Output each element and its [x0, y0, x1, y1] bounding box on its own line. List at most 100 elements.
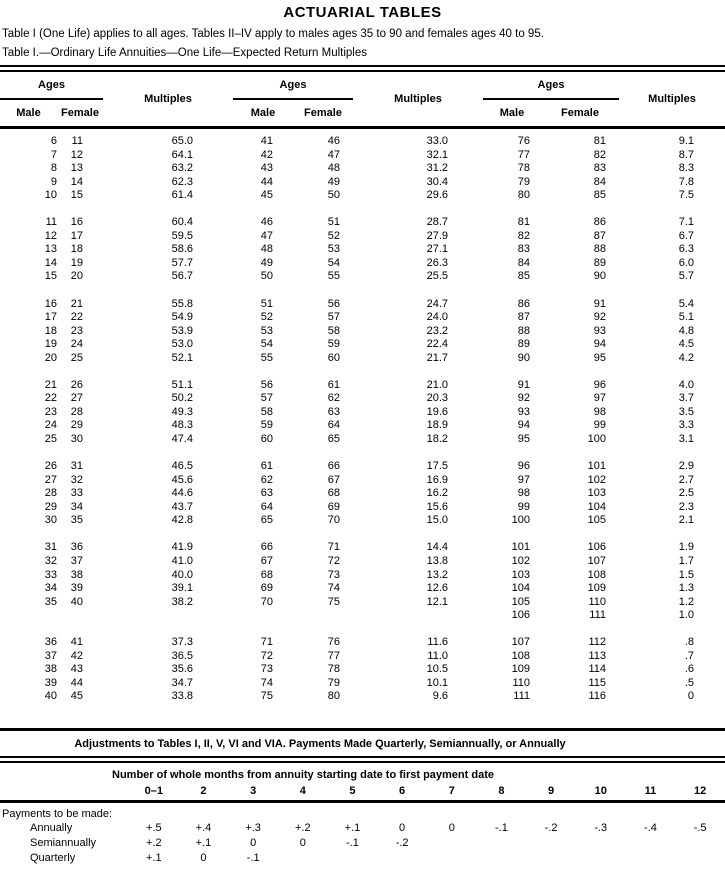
cell: 60.4: [171, 216, 193, 229]
table-row: 11 16 60.4 46 51 28.7 81 86 7.1: [0, 216, 725, 230]
cell: 19.6: [426, 405, 448, 418]
cell: 64.1: [171, 148, 193, 161]
cell: 58: [327, 324, 340, 337]
adjustment-value-cell: [328, 851, 378, 866]
cell: 44.6: [171, 487, 193, 500]
cell: 58: [260, 405, 273, 418]
cell: 18: [44, 324, 57, 337]
adjustment-row: Annually +.5 +.4 +.3 +.2 +.1 0 0 -.1 -.2 -.3 -.4 -.5: [0, 821, 725, 836]
cell: 1.9: [678, 541, 694, 554]
ages-header: Ages: [233, 72, 353, 100]
cell: 97: [593, 392, 606, 405]
cell: 77: [327, 649, 340, 662]
cell: 52.1: [171, 351, 193, 364]
cell: 83: [593, 162, 606, 175]
cell: [293, 609, 353, 623]
adjustments-title: Adjustments to Tables I, II, V, VI and V…: [74, 737, 566, 750]
cell: 41: [70, 636, 83, 649]
cell: 6.7: [678, 229, 694, 242]
cell: 87: [593, 229, 606, 242]
cell: 99: [517, 500, 530, 513]
cell: 20: [44, 351, 57, 364]
adjustment-value-cell: [377, 851, 427, 866]
cell: 39.1: [171, 582, 193, 595]
month-col-header: 8: [476, 782, 527, 803]
cell: 43: [70, 663, 83, 676]
cell: 103: [587, 487, 606, 500]
cell: 3.7: [678, 392, 694, 405]
cell: 36: [70, 541, 83, 554]
cell: 84: [517, 256, 530, 269]
cell: 81: [517, 216, 530, 229]
month-col-header: 10: [575, 782, 626, 803]
table-row: 13 18 58.6 48 53 27.1 83 88 6.3: [0, 243, 725, 257]
intro-text: Table I (One Life) applies to all ages. …: [2, 28, 544, 40]
cell: 14: [70, 175, 83, 188]
cell: .8: [684, 636, 694, 649]
month-col-spacer: [0, 782, 129, 803]
spacer-cell: [0, 447, 725, 461]
cell: 47: [260, 229, 273, 242]
cell: 57: [260, 392, 273, 405]
cell: 59.5: [171, 229, 193, 242]
cell: 13: [70, 162, 83, 175]
cell: 2.5: [678, 487, 694, 500]
cell: 17.5: [426, 460, 448, 473]
cell: 9.1: [678, 135, 694, 147]
cell: 1.0: [678, 609, 694, 622]
cell: 33.0: [426, 135, 448, 147]
cell: 17: [70, 229, 83, 242]
cell: 40: [44, 690, 57, 703]
cell: 74: [327, 582, 340, 595]
table-row: 36 41 37.3 71 76 11.6 107 112 .8: [0, 636, 725, 650]
table-row: 19 24 53.0 54 59 22.4 89 94 4.5: [0, 338, 725, 352]
cell: 9.6: [432, 690, 448, 703]
female-header: Female: [293, 99, 353, 129]
cell: 54: [327, 256, 340, 269]
male-header: Male: [233, 99, 293, 129]
table-row: 29 34 43.7 64 69 15.6 99 104 2.3: [0, 501, 725, 515]
cell: 80: [327, 690, 340, 703]
cell: 83: [517, 243, 530, 256]
month-col-header: 12: [675, 782, 725, 803]
table-row: 32 37 41.0 67 72 13.8 102 107 1.7: [0, 555, 725, 569]
cell: 20.3: [426, 392, 448, 405]
table-row: 26 31 46.5 61 66 17.5 96 101 2.9: [0, 460, 725, 474]
cell: 90: [593, 270, 606, 283]
cell: 35.6: [171, 663, 193, 676]
cell: 13.8: [426, 554, 448, 567]
cell: 15: [44, 270, 57, 283]
table-row: 21 26 51.1 56 61 21.0 91 96 4.0: [0, 379, 725, 393]
cell: 56.7: [171, 270, 193, 283]
cell: 2.1: [678, 514, 694, 527]
cell: 5.7: [678, 270, 694, 283]
table-row: 25 30 47.4 60 65 18.2 95 100 3.1: [0, 433, 725, 447]
cell: 96: [517, 460, 530, 473]
cell: 67: [260, 554, 273, 567]
table-row: 15 20 56.7 50 55 25.5 85 90 5.7: [0, 270, 725, 284]
cell: 13.2: [426, 568, 448, 581]
table-row: 23 28 49.3 58 63 19.6 93 98 3.5: [0, 406, 725, 420]
cell: 27: [70, 392, 83, 405]
table-row: 14 19 57.7 49 54 26.3 84 89 6.0: [0, 257, 725, 271]
adjustments-body: Payments to be made: Annually +.5 +.4 +.3 +.…: [0, 801, 725, 866]
cell: 12: [70, 148, 83, 161]
cell: 69: [260, 582, 273, 595]
month-col-header: 11: [625, 782, 676, 803]
female-header: Female: [57, 99, 103, 129]
cell: 33: [70, 487, 83, 500]
cell: 102: [587, 473, 606, 486]
adjustment-value-cell: +.2: [294, 821, 311, 834]
cell: 110: [512, 676, 530, 689]
actuarial-table-body: 6 11 65.0 41 46 33.0 76 81 9.1 7 12 64.1 42 47 32.1 77 8…: [0, 128, 725, 704]
adjustment-value-cell: [626, 836, 676, 851]
cell: 46: [327, 135, 340, 147]
cell: 25: [70, 351, 83, 364]
cell: 63: [327, 405, 340, 418]
spacer-cell: [0, 365, 725, 379]
cell: 18.2: [426, 433, 448, 446]
cell: 21.0: [426, 378, 448, 391]
adjustments-double-rule: [0, 755, 725, 763]
cell: 82: [517, 229, 530, 242]
cell: 103: [511, 568, 530, 581]
